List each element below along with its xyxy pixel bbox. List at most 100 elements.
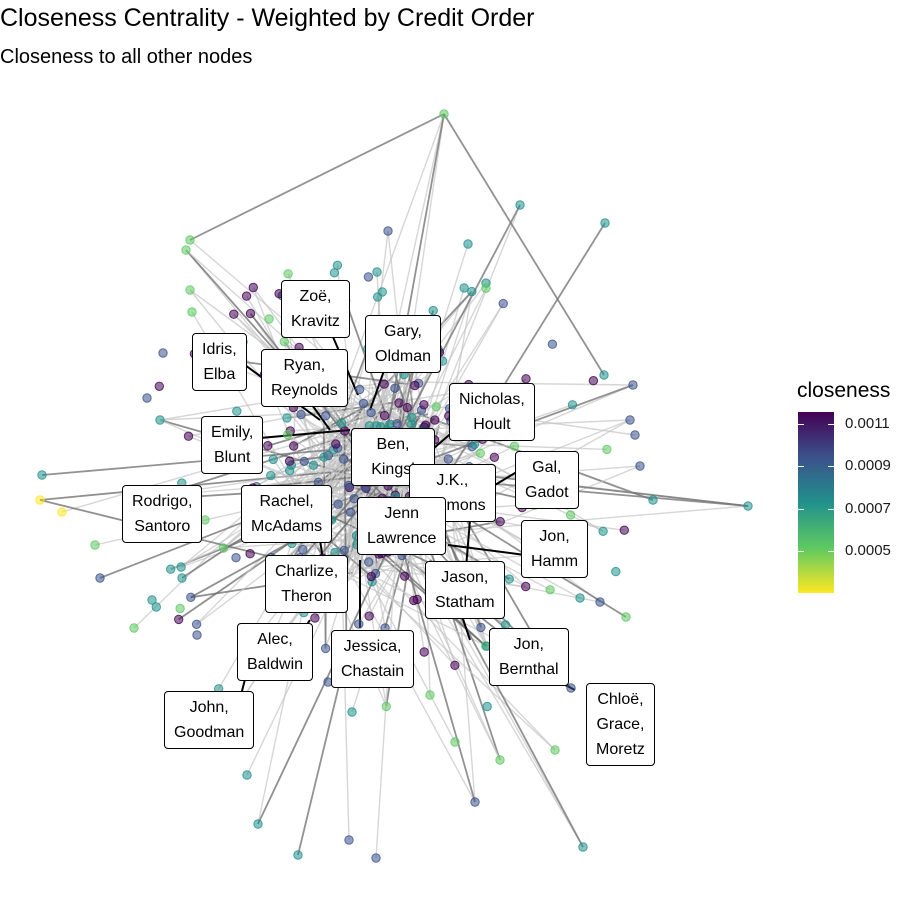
network-node [621,612,631,622]
network-edge [41,449,331,476]
legend-tick-mark [828,509,834,510]
network-node [377,287,387,297]
network-node [475,448,485,458]
legend-tick-mark [798,424,804,425]
network-node [463,239,473,249]
node-label-emily-blunt: Emily, Blunt [201,416,264,474]
network-node [284,466,295,476]
node-label-john-goodman: John, Goodman [164,691,255,749]
network-node [476,622,486,633]
network-node [419,647,429,657]
network-node [241,291,252,301]
network-node [392,419,402,429]
network-node [628,380,638,390]
network-node [595,597,605,607]
network-node [379,410,390,421]
network-node [364,557,374,567]
network-node [310,613,320,623]
network-node [495,755,505,765]
network-node [575,593,585,603]
network-node [35,495,45,505]
node-label-nicholas-hoult: Nicholas, Hoult [449,383,535,441]
network-node [469,439,480,450]
network-node [155,415,165,425]
network-node [578,842,588,852]
network-node [498,298,508,309]
network-node [185,285,195,295]
network-node [283,429,293,440]
network-edge [159,408,406,421]
network-node [340,426,350,436]
network-node [231,553,241,563]
node-label-chloe-grace-moretz: Chloë, Grace, Moretz [586,683,655,766]
network-node [333,499,343,509]
network-node [248,282,259,293]
network-node [174,614,184,625]
network-edge [443,113,605,376]
chart-subtitle: Closeness to all other nodes [0,46,253,68]
node-label-ryan-reynolds: Ryan, Reynolds [261,349,348,407]
network-edge [256,400,381,488]
network-node [282,413,292,423]
network-node [550,745,560,755]
network-node [547,339,558,349]
network-node [504,574,514,584]
network-node [599,370,609,380]
network-node [372,267,382,277]
network-node [158,348,168,358]
legend-tick-mark [798,551,804,552]
network-edge [311,282,487,514]
network-node [296,409,306,420]
network-node [345,507,356,517]
node-label-idris-elba: Idris, Elba [192,333,247,391]
network-node [279,337,289,347]
network-node [154,381,165,391]
node-label-gal-gadot: Gal, Gadot [515,451,579,509]
network-node [425,690,435,700]
network-node [339,545,349,556]
network-node [245,549,255,559]
network-node [354,619,364,629]
network-node [183,431,194,441]
network-node [218,543,229,553]
network-node [509,441,520,451]
legend-tick-mark [828,424,834,425]
network-node [482,701,492,712]
network-node [381,701,391,712]
network-node [481,283,491,293]
legend-tick-mark [798,466,804,467]
network-node [166,564,176,574]
network-node [175,603,185,614]
network-node [347,707,357,717]
network-node [598,526,608,536]
network-node [200,515,210,525]
network-node [268,454,278,465]
network-node [521,374,531,384]
network-edge [406,287,487,445]
network-edge [408,441,607,451]
node-label-jon-hamm: Jon, Hamm [521,520,589,578]
network-node [431,402,441,412]
network-node [630,430,640,440]
network-node [186,592,196,602]
network-node [428,305,438,316]
network-node [410,380,420,391]
network-node [383,226,393,236]
network-node [192,630,202,640]
network-node [57,507,67,517]
network-node [366,407,376,418]
network-edge [426,303,504,424]
network-node [470,797,480,807]
network-node [588,376,599,386]
network-node [394,398,404,408]
network-node [635,461,645,471]
network-node [263,441,273,451]
legend-tick-label: 0.0011 [845,415,890,432]
node-label-gary-oldman: Gary, Oldman [365,315,442,373]
network-node [489,452,500,462]
network-node [264,314,274,324]
network-node [337,418,347,428]
network-node [245,308,256,319]
node-label-alec-baldwin: Alec, Baldwin [237,623,314,681]
network-edge [189,113,445,241]
